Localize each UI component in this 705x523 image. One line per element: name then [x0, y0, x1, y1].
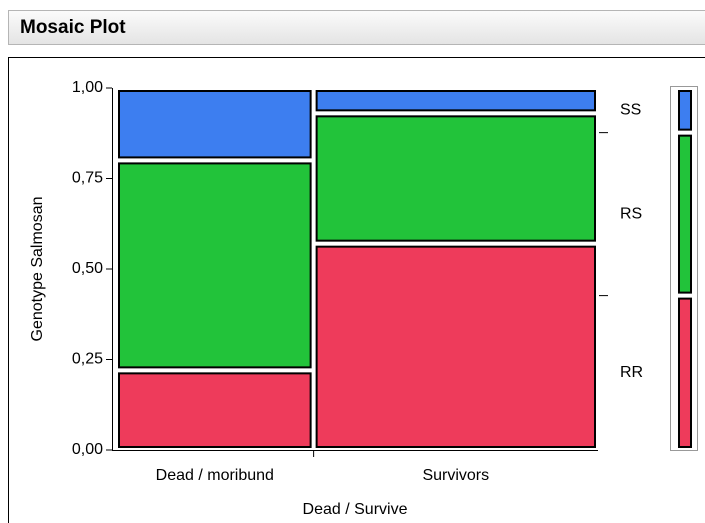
title-bar — [8, 10, 705, 45]
chart-title: Mosaic Plot — [20, 17, 126, 38]
x-tick-label: Survivors — [422, 467, 489, 484]
plot-panel — [8, 57, 705, 523]
marginal-segment — [678, 134, 692, 294]
mosaic-cell — [315, 245, 596, 448]
marginal-segment — [678, 297, 692, 448]
mosaic-cell — [315, 90, 596, 112]
y-tick-label: 0,25 — [72, 351, 103, 368]
series-label: SS — [620, 102, 641, 119]
mosaic-cell — [118, 90, 312, 159]
y-tick-label: 1,00 — [72, 79, 103, 96]
y-tick-label: 0,00 — [72, 441, 103, 458]
series-label: RR — [620, 364, 643, 381]
y-axis-label: Genotype Salmosan — [29, 197, 46, 342]
mosaic-cell — [315, 115, 596, 242]
x-tick-label: Dead / moribund — [156, 467, 274, 484]
marginal-segment — [678, 90, 692, 131]
x-axis-label: Dead / Survive — [303, 501, 408, 518]
mosaic-cell — [118, 372, 312, 448]
mosaic-cell — [118, 162, 312, 369]
y-tick-label: 0,75 — [72, 170, 103, 187]
y-tick-label: 0,50 — [72, 260, 103, 277]
series-label: RS — [620, 205, 642, 222]
